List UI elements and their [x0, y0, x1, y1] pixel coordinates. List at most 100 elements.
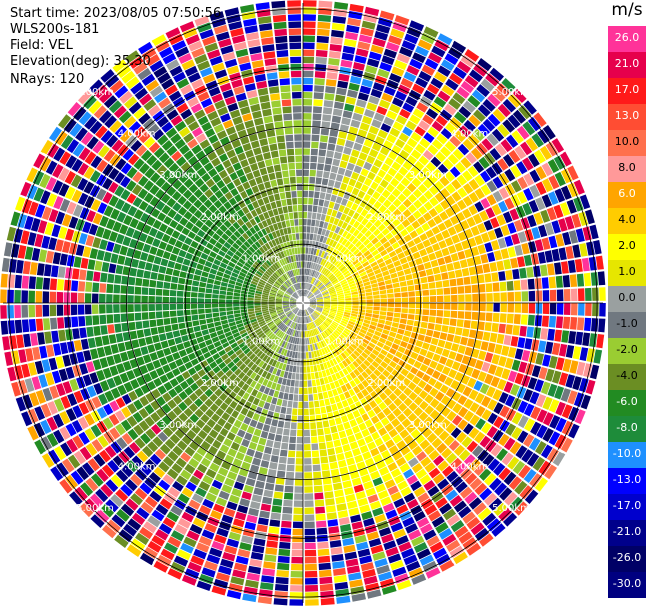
velocity-gate: [370, 321, 378, 327]
velocity-gate: [131, 512, 146, 526]
velocity-gate: [277, 354, 283, 362]
velocity-gate: [502, 98, 517, 113]
velocity-gate: [304, 275, 306, 282]
velocity-gate: [263, 387, 271, 395]
velocity-gate: [162, 426, 174, 438]
velocity-gate: [496, 448, 508, 461]
velocity-gate: [333, 439, 342, 448]
velocity-gate: [446, 410, 457, 422]
velocity-gate: [114, 323, 122, 333]
velocity-gate: [282, 299, 289, 302]
velocity-gate: [422, 212, 432, 222]
velocity-gate: [224, 477, 235, 487]
velocity-gate: [487, 399, 498, 411]
velocity-gate: [283, 492, 293, 500]
velocity-gate: [466, 440, 478, 453]
velocity-gate: [369, 372, 378, 381]
velocity-gate: [348, 388, 356, 397]
velocity-gate: [383, 86, 396, 96]
velocity-gate: [443, 435, 455, 447]
velocity-gate: [283, 371, 289, 379]
velocity-gate: [427, 144, 439, 156]
velocity-gate: [280, 85, 291, 93]
velocity-gate: [370, 381, 379, 390]
velocity-gate: [338, 304, 345, 307]
velocity-gate: [335, 144, 344, 153]
velocity-gate: [398, 383, 407, 392]
velocity-gate: [344, 103, 355, 112]
velocity-gate: [261, 299, 268, 302]
velocity-gate: [481, 138, 494, 151]
velocity-gate: [374, 356, 383, 365]
velocity-gate: [306, 366, 311, 373]
velocity-gate: [391, 144, 402, 155]
velocity-gate: [439, 109, 453, 121]
velocity-gate: [304, 324, 306, 331]
velocity-gate: [212, 312, 220, 318]
velocity-gate: [489, 262, 498, 272]
velocity-gate: [207, 278, 215, 284]
velocity-gate: [422, 149, 434, 161]
velocity-gate: [121, 322, 129, 332]
velocity-gate: [394, 59, 408, 71]
velocity-gate: [386, 288, 394, 294]
velocity-gate: [370, 470, 381, 480]
velocity-gate: [82, 221, 92, 234]
velocity-gate: [244, 358, 251, 366]
velocity-gate: [456, 86, 470, 99]
velocity-gate: [385, 509, 398, 520]
velocity-gate: [383, 140, 394, 150]
velocity-gate: [241, 383, 250, 392]
velocity-gate: [462, 100, 476, 113]
velocity-gate: [316, 42, 329, 51]
velocity-gate: [378, 261, 386, 268]
velocity-gate: [228, 279, 236, 285]
velocity-gate: [354, 454, 364, 464]
velocity-gate: [399, 462, 411, 473]
velocity-gate: [579, 243, 588, 257]
velocity-gate: [425, 268, 434, 276]
velocity-gate: [383, 387, 393, 397]
velocity-gate: [561, 261, 569, 274]
velocity-gate: [268, 307, 276, 311]
velocity-gate: [554, 262, 562, 275]
velocity-gate: [108, 413, 120, 426]
velocity-gate: [277, 310, 284, 315]
velocity-gate: [114, 185, 125, 198]
velocity-gate: [303, 113, 312, 120]
velocity-gate: [348, 82, 360, 92]
velocity-gate: [259, 352, 266, 360]
velocity-gate: [480, 197, 491, 209]
velocity-gate: [318, 356, 323, 364]
velocity-gate: [343, 544, 356, 553]
velocity-gate: [188, 183, 199, 194]
velocity-gates: [0, 0, 606, 606]
velocity-gate: [294, 308, 299, 314]
velocity-gate: [348, 156, 358, 165]
velocity-gate: [193, 435, 204, 446]
velocity-gate: [276, 307, 283, 311]
velocity-gate: [396, 53, 410, 64]
velocity-gate: [261, 145, 270, 153]
velocity-gate: [374, 210, 383, 219]
velocity-gate: [395, 333, 403, 340]
velocity-gate: [282, 301, 289, 303]
velocity-gate: [363, 403, 372, 412]
velocity-gate: [491, 240, 500, 251]
velocity-gate: [260, 101, 271, 110]
velocity-gate: [34, 406, 46, 421]
velocity-gate: [332, 268, 339, 275]
velocity-gate: [303, 247, 306, 254]
velocity-gate: [327, 223, 333, 231]
velocity-gate: [197, 463, 208, 474]
velocity-gate: [524, 338, 533, 350]
velocity-gate: [140, 501, 154, 514]
velocity-gate: [329, 172, 337, 180]
velocity-gate: [462, 386, 473, 397]
velocity-gate: [456, 277, 464, 286]
velocity-gate: [529, 437, 541, 451]
velocity-gate: [80, 338, 89, 350]
velocity-gate: [120, 294, 127, 303]
velocity-gate: [308, 307, 313, 313]
velocity-gate: [322, 291, 329, 296]
